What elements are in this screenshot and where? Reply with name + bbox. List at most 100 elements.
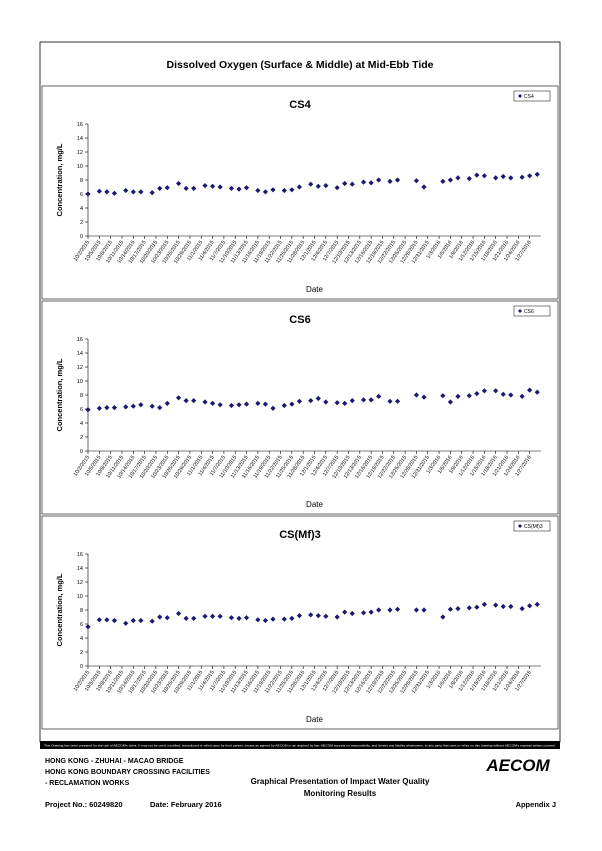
- y-axis-label: Concentration, mg/L: [55, 358, 64, 431]
- data-point: [202, 399, 208, 405]
- y-tick-label: 16: [77, 552, 83, 558]
- data-point: [440, 178, 446, 184]
- y-tick-label: 8: [80, 608, 83, 614]
- data-point: [500, 603, 506, 610]
- y-axis-label: Concentration, mg/L: [55, 573, 64, 646]
- data-point: [447, 606, 453, 612]
- data-point: [270, 187, 276, 193]
- data-point: [376, 607, 382, 613]
- data-point: [296, 398, 302, 404]
- data-point: [296, 184, 302, 190]
- data-point: [368, 180, 374, 186]
- data-point: [481, 173, 487, 179]
- chart-title: CS(Mf)3: [279, 529, 321, 541]
- data-point: [176, 610, 182, 617]
- page-frame: [39, 41, 561, 743]
- chart-panel: [41, 85, 559, 300]
- report-title: Monitoring Results: [304, 789, 377, 798]
- data-point: [85, 624, 91, 630]
- y-tick-label: 0: [80, 449, 83, 455]
- data-point: [262, 401, 269, 407]
- data-point: [455, 606, 461, 612]
- chart-panel: [41, 515, 559, 730]
- data-point: [500, 173, 506, 180]
- data-point: [334, 400, 340, 406]
- data-point: [481, 601, 487, 607]
- data-point: [138, 402, 144, 408]
- data-point: [413, 392, 420, 398]
- data-point: [508, 603, 514, 610]
- y-tick-label: 10: [77, 379, 83, 385]
- y-tick-label: 0: [80, 664, 83, 670]
- data-point: [270, 405, 276, 411]
- data-point: [228, 615, 235, 621]
- data-point: [281, 616, 287, 622]
- y-tick-label: 2: [80, 220, 83, 226]
- y-tick-label: 6: [80, 192, 83, 198]
- data-point: [481, 388, 487, 394]
- data-point: [255, 187, 261, 194]
- data-point: [447, 177, 453, 183]
- data-point: [111, 617, 118, 624]
- data-point: [130, 403, 136, 409]
- project-number: Project No.: 60249820: [45, 800, 123, 809]
- y-tick-label: 12: [77, 365, 83, 371]
- y-tick-label: 8: [80, 393, 83, 399]
- data-point: [534, 171, 540, 177]
- data-point: [323, 613, 329, 619]
- data-point: [157, 405, 163, 411]
- data-point: [164, 185, 170, 191]
- y-tick-label: 4: [80, 206, 83, 212]
- y-tick-label: 12: [77, 580, 83, 586]
- data-point: [209, 183, 216, 189]
- y-tick-label: 4: [80, 421, 83, 427]
- data-point: [368, 397, 374, 403]
- data-point: [104, 189, 110, 195]
- data-point: [508, 175, 514, 181]
- y-tick-label: 16: [77, 337, 83, 343]
- y-tick-label: 10: [77, 594, 83, 600]
- data-point: [519, 174, 525, 180]
- data-point: [191, 185, 197, 191]
- x-axis-label: Date: [306, 500, 323, 509]
- data-point: [493, 602, 499, 608]
- report-title: Graphical Presentation of Impact Water Q…: [251, 777, 430, 786]
- chart-title: CS6: [289, 314, 310, 326]
- data-point: [342, 609, 348, 615]
- y-tick-label: 16: [77, 122, 83, 128]
- data-point: [270, 616, 276, 622]
- project-line: HONG KONG - ZHUHAI - MACAO BRIDGE: [45, 758, 184, 765]
- data-point: [228, 185, 235, 191]
- data-point: [255, 400, 261, 406]
- page-title: Dissolved Oxygen (Surface & Middle) at M…: [166, 59, 433, 71]
- data-point: [455, 175, 461, 181]
- data-point: [387, 398, 393, 404]
- y-tick-label: 14: [77, 351, 83, 357]
- data-point: [217, 613, 223, 619]
- data-point: [421, 394, 427, 400]
- data-point: [138, 189, 144, 195]
- data-point: [527, 603, 533, 609]
- data-point: [289, 615, 295, 621]
- data-point: [315, 395, 321, 402]
- data-point: [157, 185, 163, 191]
- data-point: [474, 391, 480, 397]
- data-point: [236, 186, 242, 192]
- data-point: [349, 398, 355, 404]
- disclaimer: This Drawing has been prepared for the u…: [44, 744, 556, 748]
- data-point: [508, 392, 514, 398]
- data-point: [387, 178, 393, 184]
- data-point: [255, 617, 261, 623]
- data-point: [342, 180, 348, 187]
- data-point: [236, 402, 242, 408]
- data-point: [334, 614, 340, 620]
- data-point: [323, 183, 329, 189]
- data-point: [413, 607, 420, 613]
- data-point: [360, 397, 367, 403]
- data-point: [202, 183, 208, 189]
- legend-marker: [518, 94, 522, 98]
- logo: AECOM: [485, 756, 550, 775]
- data-point: [191, 615, 197, 621]
- data-point: [209, 400, 216, 406]
- report-date: Date: February 2016: [150, 800, 222, 809]
